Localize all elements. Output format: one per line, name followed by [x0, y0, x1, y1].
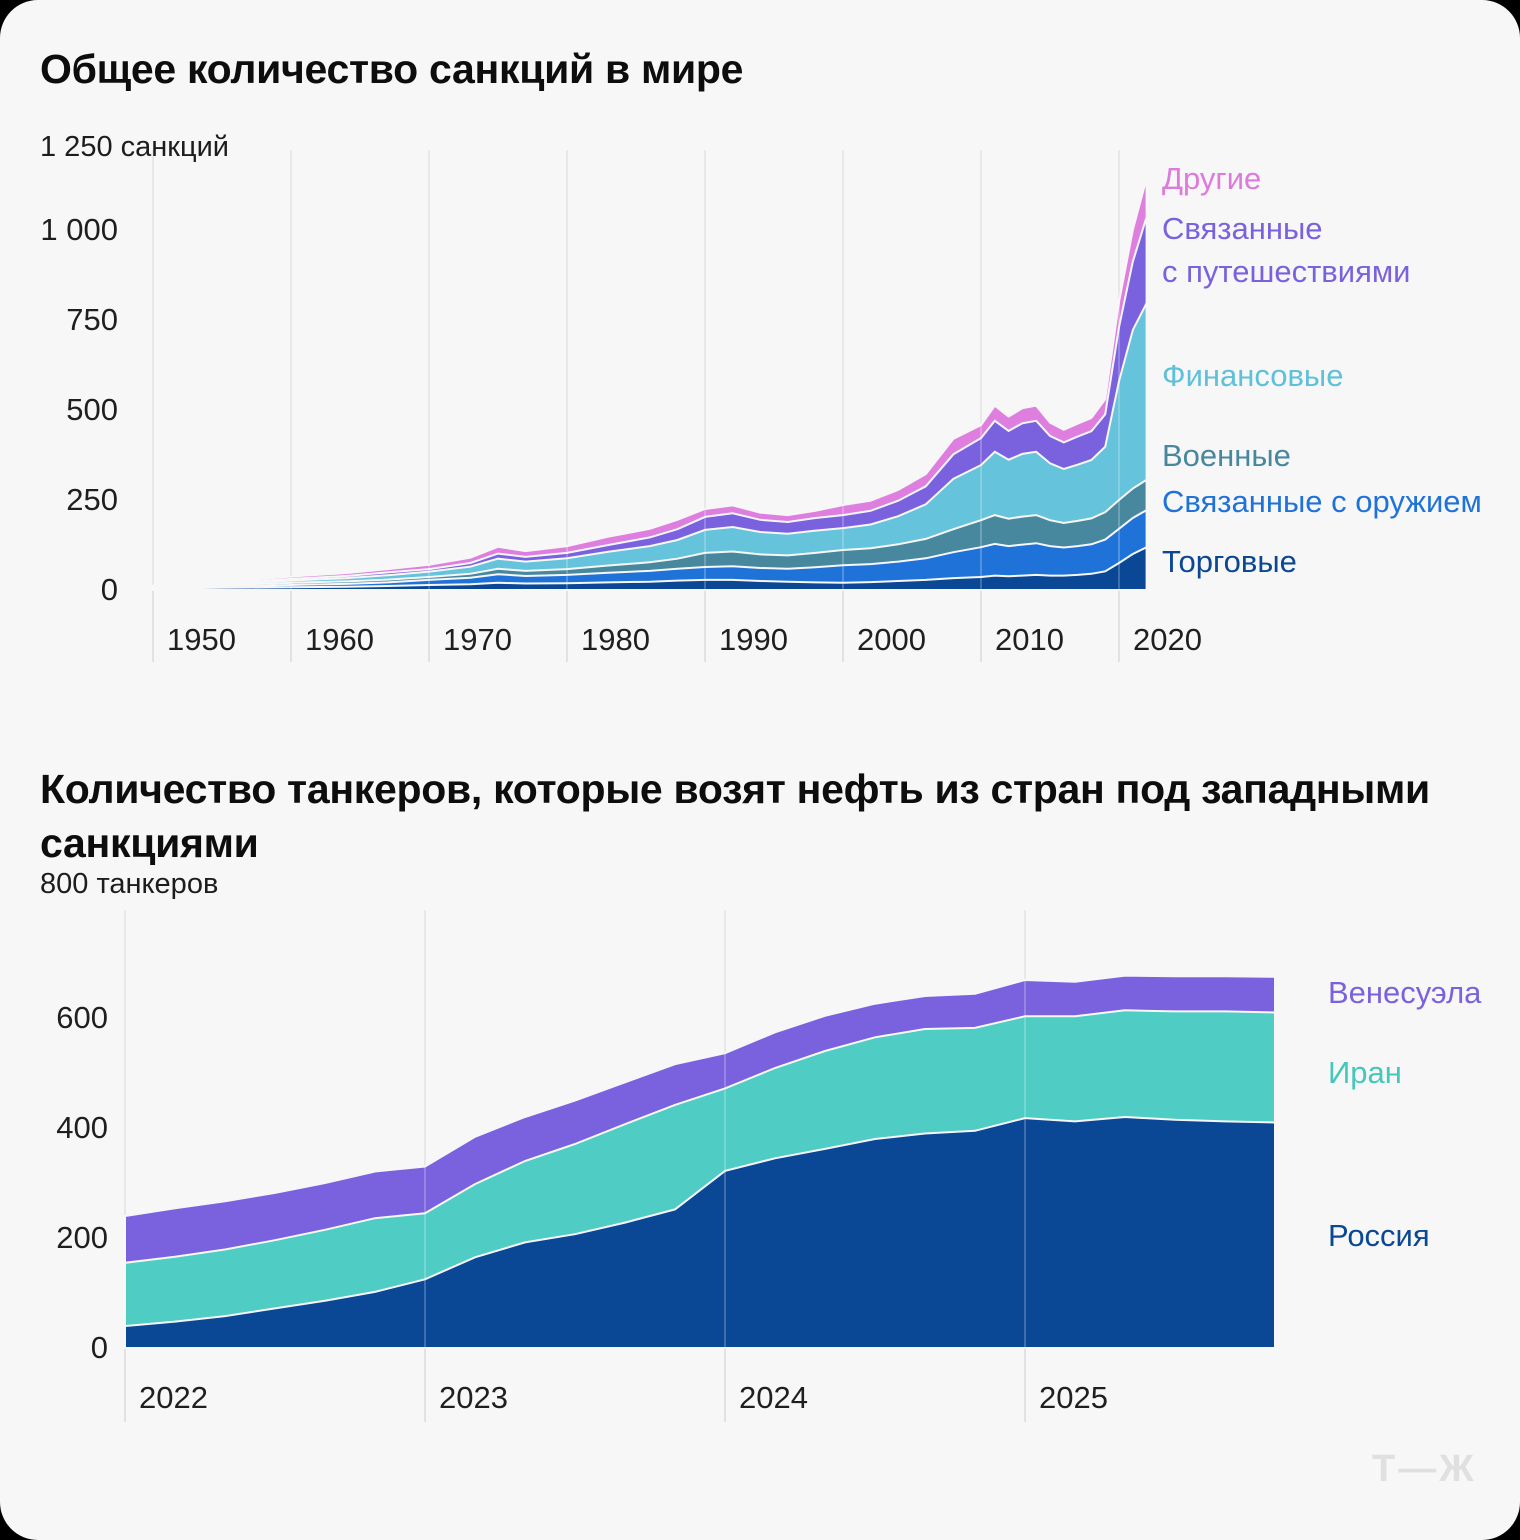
x-tick-label: 2022 [139, 1380, 208, 1415]
y-tick-label: 500 [66, 392, 118, 427]
legend-label: Финансовые [1162, 358, 1344, 393]
x-tick-label: 1970 [443, 622, 512, 657]
chart2-title: Количество танкеров, которые возят нефть… [40, 766, 1430, 867]
area-sanctions-1 [138, 545, 1148, 591]
y-tick-label: 250 [66, 482, 118, 517]
x-tick-label: 2010 [995, 622, 1064, 657]
legend-label: Торговые [1162, 544, 1297, 579]
legend-label: Другие [1162, 161, 1262, 196]
legend-label: Связанные с путешествиями [1162, 211, 1411, 289]
chart1-title: Общее количество санкций в мире [40, 46, 744, 92]
x-tick-label: 2023 [439, 1380, 508, 1415]
y-tick-label: 750 [66, 302, 118, 337]
y-tick-label: 200 [56, 1220, 108, 1255]
y-tick-label: 0 [91, 1330, 108, 1365]
y-tick-label: 0 [101, 572, 118, 607]
x-tick-label: 1990 [719, 622, 788, 657]
legend-label: Венесуэла [1328, 975, 1482, 1010]
chart2-y-axis-top-label: 800 танкеров [40, 868, 219, 900]
area-sanctions-2 [138, 508, 1148, 591]
area-tankers-1 [124, 1115, 1276, 1349]
legend-label: Россия [1328, 1218, 1430, 1253]
tj-logo: Т—Ж [1372, 1448, 1477, 1490]
x-tick-label: 2025 [1039, 1380, 1108, 1415]
legend-label: Военные [1162, 438, 1291, 473]
area-sanctions-4 [138, 302, 1148, 591]
x-tick-label: 2020 [1133, 622, 1202, 657]
legend-label: Иран [1328, 1055, 1402, 1090]
y-tick-label: 1 000 [40, 212, 118, 247]
y-tick-label: 600 [56, 1000, 108, 1035]
chart1-y-axis-top-label: 1 250 санкций [40, 131, 229, 163]
y-tick-label: 400 [56, 1110, 108, 1145]
legend-label: Связанные с оружием [1162, 484, 1482, 519]
x-tick-label: 2024 [739, 1380, 808, 1415]
x-tick-label: 1950 [167, 622, 236, 657]
x-tick-label: 1960 [305, 622, 374, 657]
x-tick-label: 2000 [857, 622, 926, 657]
x-tick-label: 1980 [581, 622, 650, 657]
